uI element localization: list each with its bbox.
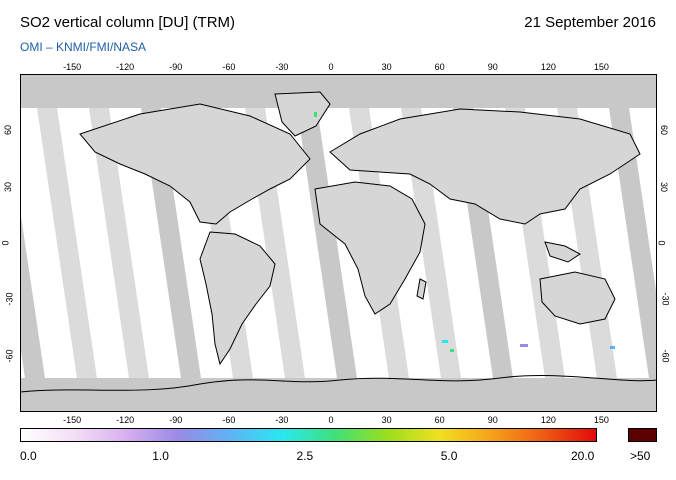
lon-tick-label: 60	[434, 415, 445, 425]
lat-tick-label: 0	[0, 240, 11, 246]
so2-detections	[314, 112, 615, 352]
lon-tick-label: 120	[540, 62, 556, 72]
madagascar	[416, 278, 427, 300]
antarctic-cap	[20, 378, 657, 412]
lon-tick-label: 150	[593, 415, 609, 425]
colorbar-label: 1.0	[152, 449, 169, 463]
colorbar-label: 2.5	[296, 449, 314, 463]
map-frame	[20, 74, 657, 412]
lon-tick-label: 0	[328, 62, 334, 72]
lon-tick-label: 90	[487, 62, 498, 72]
lat-tick-label: 0	[656, 240, 667, 246]
africa	[314, 181, 426, 315]
so2-pixel	[442, 340, 448, 343]
map-date: 21 September 2016	[524, 14, 656, 31]
colorbar-overflow-swatch	[628, 428, 657, 442]
colorbar-label: 0.0	[20, 449, 37, 463]
colorbar	[20, 428, 597, 442]
antarctica-coast	[20, 374, 657, 393]
arctic-cap	[20, 74, 657, 108]
data-source: OMI – KNMI/FMI/NASA	[20, 40, 147, 54]
lon-tick-label: 150	[593, 62, 609, 72]
lon-tick-label: -90	[169, 62, 183, 72]
so2-pixel	[450, 349, 454, 352]
colorbar-overflow-label: >50	[630, 449, 651, 463]
orbit-gap-band	[32, 74, 102, 412]
lat-tick-label: -60	[4, 349, 15, 363]
lon-tick-label: -120	[116, 415, 135, 425]
lon-tick-label: -90	[169, 415, 183, 425]
lon-tick-label: -150	[63, 62, 82, 72]
lon-tick-label: -150	[63, 415, 82, 425]
europe-asia	[329, 108, 641, 225]
lat-tick-label: 30	[659, 181, 670, 192]
lat-tick-label: 30	[3, 181, 14, 192]
lon-tick-label: -120	[116, 62, 135, 72]
south-america	[199, 231, 276, 366]
lat-tick-label: 60	[659, 125, 670, 136]
lon-tick-label: -30	[275, 415, 289, 425]
lon-tick-label: 120	[540, 415, 556, 425]
so2-pixel	[610, 346, 615, 349]
orbit-gap-band	[84, 74, 154, 412]
lon-tick-label: 0	[328, 415, 334, 425]
lat-tick-label: 60	[3, 125, 14, 136]
lon-tick-label: 90	[487, 415, 498, 425]
lon-tick-label: 60	[434, 62, 445, 72]
lat-tick-label: -60	[660, 349, 671, 363]
lat-tick-label: -30	[4, 292, 15, 306]
polar-caps	[20, 74, 657, 412]
lon-tick-label: 30	[381, 415, 392, 425]
north-america	[79, 103, 311, 225]
so2-pixel	[314, 112, 317, 117]
so2-pixel	[520, 344, 528, 347]
lon-tick-label: -60	[222, 415, 236, 425]
australia	[539, 271, 616, 325]
lon-tick-label: -30	[275, 62, 289, 72]
lon-tick-label: -60	[222, 62, 236, 72]
page-title: SO2 vertical column [DU] (TRM)	[20, 14, 236, 31]
orbit-gap-band	[20, 209, 50, 412]
so2-map	[20, 74, 657, 412]
colorbar-label: 5.0	[440, 449, 458, 463]
continents	[79, 91, 641, 366]
lat-tick-label: -30	[660, 292, 671, 306]
lon-tick-label: 30	[381, 62, 392, 72]
greenland	[274, 91, 331, 137]
southeast-asia-islands	[544, 241, 581, 263]
colorbar-label: 20.0	[571, 449, 595, 463]
